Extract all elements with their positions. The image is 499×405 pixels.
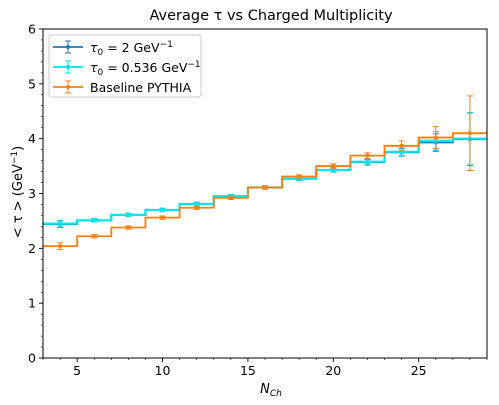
point-marker <box>194 201 199 206</box>
x-tick-label: 20 <box>325 363 341 378</box>
data-point <box>227 195 234 201</box>
point-marker <box>58 244 63 249</box>
y-tick-label: 3 <box>28 186 36 201</box>
series-1 <box>43 112 487 228</box>
x-tick-label: 15 <box>240 363 256 378</box>
series-2 <box>43 111 487 228</box>
point-marker <box>365 153 370 158</box>
x-axis-ticks: 5 10 15 20 25 <box>42 358 488 378</box>
data-point <box>159 215 166 220</box>
data-point <box>296 174 303 179</box>
point-marker <box>399 143 404 148</box>
data-point <box>57 219 64 228</box>
point-marker <box>331 164 336 169</box>
data-point <box>364 152 371 159</box>
point-marker <box>467 131 472 136</box>
legend-label-2: τ0 = 0.536 GeV−1 <box>90 60 201 78</box>
point-marker <box>92 234 97 239</box>
data-point <box>125 225 132 230</box>
series-line <box>43 132 487 248</box>
legend-entry-2: τ0 = 0.536 GeV−1 <box>53 60 201 78</box>
y-tick-label: 0 <box>28 351 36 366</box>
data-point <box>159 207 166 213</box>
x-tick-label: 25 <box>411 363 427 378</box>
data-point <box>398 140 405 152</box>
data-point <box>262 185 268 190</box>
legend-label-1: τ0 = 2 GeV−1 <box>90 40 173 58</box>
point-marker <box>433 135 438 140</box>
y-axis-label: < τ > (GeV−1) <box>10 146 26 238</box>
data-point <box>125 212 132 218</box>
point-marker <box>92 218 97 223</box>
data-point <box>91 218 98 223</box>
point-marker <box>126 225 131 230</box>
series-line <box>43 137 487 225</box>
legend: τ0 = 2 GeV−1 τ0 = 0.536 GeV−1 Baseline P… <box>48 34 202 98</box>
y-tick-label: 6 <box>28 22 36 37</box>
point-marker <box>331 167 336 172</box>
legend-label-3: Baseline PYTHIA <box>90 80 192 95</box>
series-3 <box>43 95 487 250</box>
data-point <box>57 242 64 250</box>
legend-entry-3: Baseline PYTHIA <box>53 80 192 95</box>
y-tick-label: 1 <box>28 296 36 311</box>
x-axis-label: NCh <box>260 382 282 399</box>
y-axis-ticks: 0 1 2 3 4 5 6 <box>28 22 43 366</box>
series-line <box>43 138 487 226</box>
y-tick-label: 2 <box>28 241 36 256</box>
data-point <box>330 163 337 169</box>
data-point <box>91 234 98 239</box>
y-tick-label: 5 <box>28 76 36 91</box>
point-marker <box>194 205 199 210</box>
data-point <box>466 95 473 171</box>
point-marker <box>58 221 63 226</box>
point-marker <box>228 195 233 200</box>
x-tick-label: 5 <box>73 363 81 378</box>
point-marker <box>297 174 302 179</box>
data-point <box>432 126 439 150</box>
point-marker <box>160 215 165 220</box>
plot-frame <box>42 28 488 359</box>
point-marker <box>365 159 370 164</box>
series-layer <box>43 95 487 250</box>
data-point <box>193 201 200 207</box>
point-marker <box>263 185 267 190</box>
data-point <box>364 158 371 165</box>
legend-entry-1: τ0 = 2 GeV−1 <box>53 40 173 58</box>
point-marker <box>126 212 131 217</box>
point-marker <box>160 207 165 212</box>
x-tick-label: 10 <box>155 363 171 378</box>
legend-box <box>48 34 202 98</box>
data-point <box>193 205 200 210</box>
y-tick-label: 4 <box>28 131 36 146</box>
chart-title: Average τ vs Charged Multiplicity <box>149 8 392 24</box>
